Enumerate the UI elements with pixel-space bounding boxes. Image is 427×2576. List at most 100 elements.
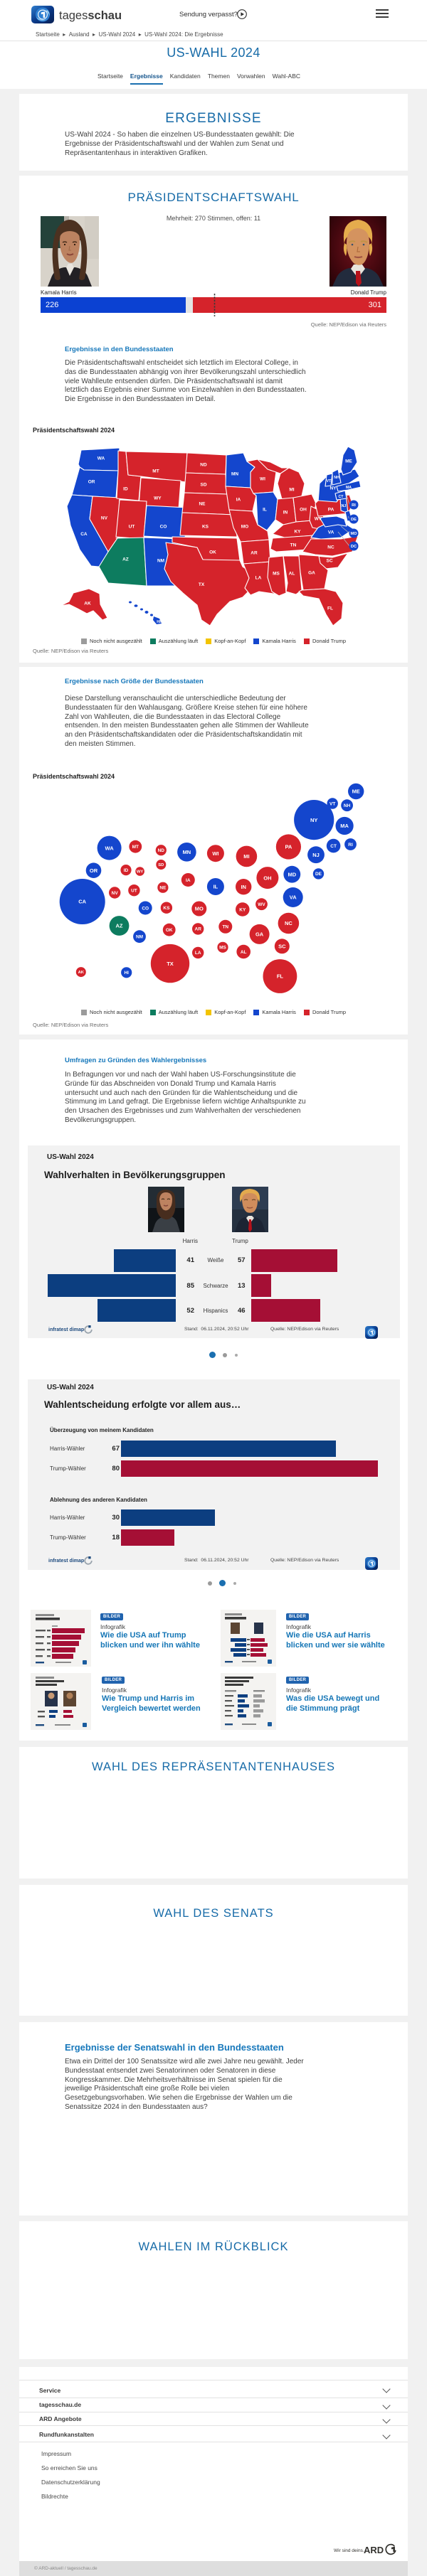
svg-text:MA: MA	[346, 486, 352, 490]
svg-text:ND: ND	[200, 462, 207, 467]
svg-text:MS: MS	[219, 946, 226, 951]
svg-text:NM: NM	[157, 558, 164, 563]
svg-text:NY: NY	[310, 817, 317, 823]
svg-text:KY: KY	[294, 529, 301, 534]
svg-text:LA: LA	[255, 575, 262, 580]
svg-text:FL: FL	[277, 973, 284, 980]
svg-text:AZ: AZ	[122, 557, 129, 562]
svg-text:ME: ME	[345, 459, 352, 464]
svg-text:NM: NM	[136, 935, 143, 940]
svg-text:RI: RI	[352, 503, 356, 508]
svg-text:UT: UT	[129, 524, 135, 529]
svg-text:NH: NH	[344, 803, 351, 808]
svg-text:NV: NV	[101, 515, 108, 520]
svg-text:MT: MT	[152, 469, 159, 474]
svg-text:DE: DE	[351, 518, 357, 522]
svg-text:GA: GA	[308, 570, 315, 575]
svg-text:IL: IL	[263, 507, 267, 512]
svg-text:WV: WV	[315, 516, 322, 521]
svg-text:NE: NE	[199, 501, 206, 506]
svg-text:HI: HI	[157, 620, 161, 624]
svg-text:WY: WY	[154, 496, 162, 501]
svg-text:IA: IA	[236, 497, 241, 502]
svg-text:OH: OH	[300, 507, 307, 512]
svg-text:MI: MI	[243, 853, 249, 860]
svg-text:SC: SC	[278, 944, 286, 950]
svg-text:MN: MN	[183, 849, 191, 855]
svg-text:OK: OK	[166, 928, 173, 933]
svg-text:CA: CA	[78, 899, 86, 905]
svg-text:CT: CT	[330, 844, 337, 849]
svg-text:CO: CO	[142, 906, 149, 911]
svg-text:DE: DE	[315, 872, 322, 877]
svg-text:PA: PA	[285, 844, 292, 850]
svg-text:DC: DC	[351, 545, 357, 549]
svg-text:ME: ME	[352, 789, 360, 795]
svg-text:CO: CO	[160, 524, 167, 529]
svg-text:ID: ID	[123, 486, 128, 491]
svg-text:CT: CT	[339, 495, 344, 499]
svg-text:NC: NC	[285, 920, 292, 926]
svg-text:WV: WV	[258, 902, 265, 907]
svg-text:NC: NC	[327, 545, 334, 550]
svg-text:WY: WY	[137, 870, 143, 875]
svg-text:SD: SD	[158, 863, 164, 867]
svg-text:MD: MD	[288, 871, 296, 877]
svg-text:IN: IN	[241, 884, 246, 890]
svg-text:CA: CA	[80, 532, 88, 537]
svg-text:TN: TN	[290, 543, 297, 547]
svg-text:NJ: NJ	[312, 852, 320, 858]
svg-text:MS: MS	[273, 571, 280, 576]
svg-text:AL: AL	[289, 571, 295, 576]
svg-text:IL: IL	[214, 884, 218, 890]
svg-text:KS: KS	[202, 524, 209, 529]
svg-text:MO: MO	[241, 524, 248, 529]
svg-text:IA: IA	[186, 878, 191, 883]
svg-text:UT: UT	[131, 889, 137, 894]
svg-text:LA: LA	[195, 951, 201, 956]
svg-text:AK: AK	[84, 601, 91, 606]
svg-text:MI: MI	[289, 487, 294, 492]
svg-text:NJ: NJ	[342, 504, 347, 508]
svg-text:AR: AR	[195, 927, 202, 932]
svg-text:AR: AR	[251, 550, 258, 555]
svg-text:OK: OK	[209, 550, 216, 555]
svg-text:FL: FL	[327, 606, 333, 611]
svg-text:VT: VT	[330, 801, 335, 806]
svg-text:VT: VT	[327, 479, 332, 483]
svg-text:MD: MD	[350, 532, 357, 536]
svg-text:NE: NE	[159, 886, 167, 891]
svg-text:VA: VA	[328, 530, 334, 535]
svg-text:WA: WA	[105, 845, 115, 851]
svg-text:WA: WA	[97, 456, 105, 461]
svg-text:PA: PA	[328, 507, 334, 512]
svg-text:NH: NH	[334, 476, 339, 480]
svg-text:VA: VA	[290, 894, 297, 901]
svg-text:MO: MO	[195, 906, 204, 912]
svg-text:IN: IN	[283, 510, 288, 515]
svg-text:RI: RI	[348, 843, 353, 848]
svg-text:TX: TX	[199, 582, 205, 587]
svg-text:MT: MT	[132, 845, 139, 850]
svg-text:TN: TN	[222, 925, 228, 930]
svg-text:NV: NV	[112, 891, 119, 896]
svg-text:TX: TX	[167, 961, 174, 967]
svg-text:WI: WI	[260, 476, 265, 481]
svg-text:SC: SC	[326, 558, 332, 563]
svg-text:KS: KS	[163, 906, 170, 911]
svg-text:OR: OR	[90, 867, 98, 874]
svg-text:HI: HI	[124, 971, 129, 976]
svg-text:AL: AL	[241, 950, 247, 955]
svg-text:MA: MA	[340, 823, 349, 829]
svg-text:KY: KY	[239, 907, 246, 912]
svg-text:WI: WI	[212, 850, 218, 857]
svg-text:GA: GA	[255, 931, 264, 938]
svg-text:ID: ID	[124, 868, 129, 873]
svg-text:ND: ND	[158, 848, 165, 853]
svg-text:OR: OR	[88, 479, 95, 484]
svg-text:OH: OH	[263, 875, 271, 881]
svg-text:NY: NY	[330, 486, 337, 491]
svg-text:AK: AK	[78, 971, 85, 975]
svg-text:AZ: AZ	[116, 923, 123, 929]
svg-text:SD: SD	[200, 482, 206, 487]
